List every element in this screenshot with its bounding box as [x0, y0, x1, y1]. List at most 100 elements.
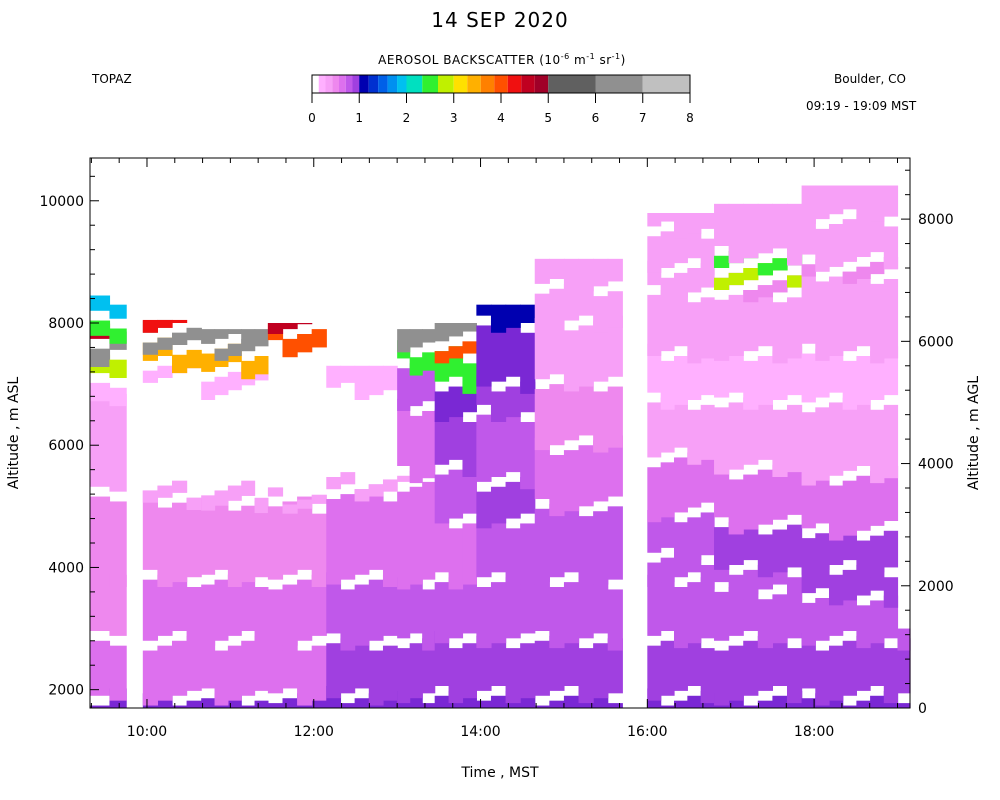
- backscatter-cell: [549, 288, 565, 326]
- x-axis-label: Time , MST: [460, 765, 539, 781]
- backscatter-cell: [563, 379, 580, 441]
- backscatter-cell: [422, 411, 436, 479]
- colorbar-swatch: [325, 75, 333, 93]
- backscatter-cell: [897, 703, 911, 708]
- backscatter-cell: [757, 635, 774, 691]
- backscatter-cell: [549, 258, 565, 279]
- backscatter-cell: [368, 484, 384, 570]
- backscatter-cell: [142, 370, 159, 383]
- profile-segment: [647, 213, 715, 708]
- backscatter-cell: [856, 356, 871, 405]
- backscatter-cell: [227, 510, 242, 587]
- location-label: Boulder, CO: [834, 72, 906, 86]
- profile-segment: [109, 304, 127, 708]
- backscatter-cell: [801, 264, 816, 344]
- backscatter-cell: [687, 582, 702, 644]
- backscatter-cell: [448, 648, 464, 704]
- backscatter-cell: [90, 320, 111, 336]
- backscatter-cell: [674, 635, 688, 691]
- backscatter-cell: [700, 577, 715, 639]
- backscatter-cell: [201, 353, 216, 372]
- backscatter-cell: [157, 365, 173, 378]
- backscatter-cell: [340, 472, 356, 485]
- backscatter-cell: [757, 285, 774, 298]
- backscatter-cell: [728, 479, 744, 535]
- backscatter-cell: [772, 302, 788, 364]
- colorbar-swatch: [339, 75, 346, 93]
- backscatter-cell: [828, 574, 844, 606]
- backscatter-cell: [607, 386, 623, 448]
- backscatter-cell: [674, 587, 688, 649]
- backscatter-cell: [828, 485, 844, 541]
- backscatter-cell: [409, 572, 423, 634]
- backscatter-cell: [448, 346, 464, 359]
- backscatter-cell: [490, 391, 507, 422]
- backscatter-cell: [214, 329, 229, 339]
- backscatter-cell: [90, 295, 111, 311]
- backscatter-cell: [578, 648, 594, 704]
- colorbar-swatch: [406, 75, 423, 93]
- backscatter-cell: [490, 320, 507, 382]
- backscatter-cell: [674, 272, 688, 298]
- backscatter-cell: [801, 473, 816, 529]
- colorbar-title-exp3: -1: [611, 52, 621, 61]
- backscatter-cell: [186, 700, 202, 708]
- backscatter-cell: [227, 371, 242, 391]
- colorbar-tick-label: 4: [497, 111, 505, 125]
- backscatter-cell: [728, 203, 744, 264]
- backscatter-cell: [267, 506, 284, 580]
- backscatter-cell: [171, 640, 188, 696]
- backscatter-cell: [728, 574, 744, 600]
- colorbar-swatch: [359, 75, 369, 93]
- y-axis-left-label: Altitude , m ASL: [6, 377, 22, 490]
- backscatter-cell: [171, 502, 188, 583]
- colorbar-title-suffix: ): [620, 53, 626, 67]
- backscatter-cell: [870, 631, 885, 686]
- backscatter-cell: [241, 705, 256, 708]
- backscatter-cell: [326, 365, 342, 388]
- profile-segment: [397, 329, 436, 708]
- backscatter-cell: [842, 397, 857, 471]
- backscatter-cell: [462, 422, 477, 477]
- backscatter-cell: [700, 512, 715, 556]
- backscatter-cell: [647, 645, 662, 701]
- backscatter-cell: [801, 185, 816, 224]
- colorbar-title-mid2: sr: [595, 53, 612, 67]
- colorbar-title-exp2: -1: [586, 52, 596, 61]
- backscatter-cell: [660, 557, 675, 583]
- backscatter-cell: [227, 645, 242, 701]
- backscatter-cell: [578, 516, 594, 590]
- backscatter-cell: [434, 409, 450, 465]
- backscatter-cell: [186, 635, 202, 691]
- backscatter-cell: [897, 638, 911, 694]
- backscatter-cell: [476, 491, 492, 529]
- backscatter-cell: [462, 363, 477, 394]
- backscatter-cell: [786, 648, 803, 704]
- backscatter-cell: [674, 457, 688, 513]
- backscatter-cell: [282, 584, 298, 646]
- x-tick-label: 18:00: [794, 724, 834, 740]
- backscatter-cell: [186, 587, 202, 649]
- backscatter-cell: [448, 404, 464, 460]
- backscatter-cell: [254, 587, 269, 649]
- backscatter-cell: [757, 263, 774, 276]
- backscatter-cell: [870, 695, 885, 708]
- y-right-tick-label: 8000: [918, 212, 954, 228]
- backscatter-cell: [368, 650, 384, 706]
- backscatter-cell: [520, 643, 536, 699]
- backscatter-cell: [505, 386, 521, 418]
- backscatter-cell: [757, 356, 774, 405]
- plot-area: [90, 185, 911, 708]
- backscatter-cell: [109, 393, 127, 492]
- backscatter-cell: [743, 640, 759, 696]
- backscatter-cell: [828, 645, 844, 701]
- backscatter-cell: [842, 271, 857, 284]
- backscatter-cell: [171, 354, 188, 374]
- backscatter-cell: [157, 319, 173, 328]
- backscatter-cell: [409, 486, 423, 585]
- backscatter-cell: [563, 450, 580, 512]
- backscatter-cell: [607, 506, 623, 580]
- backscatter-cell: [674, 213, 688, 239]
- backscatter-cell: [520, 332, 536, 394]
- backscatter-cell: [534, 389, 550, 451]
